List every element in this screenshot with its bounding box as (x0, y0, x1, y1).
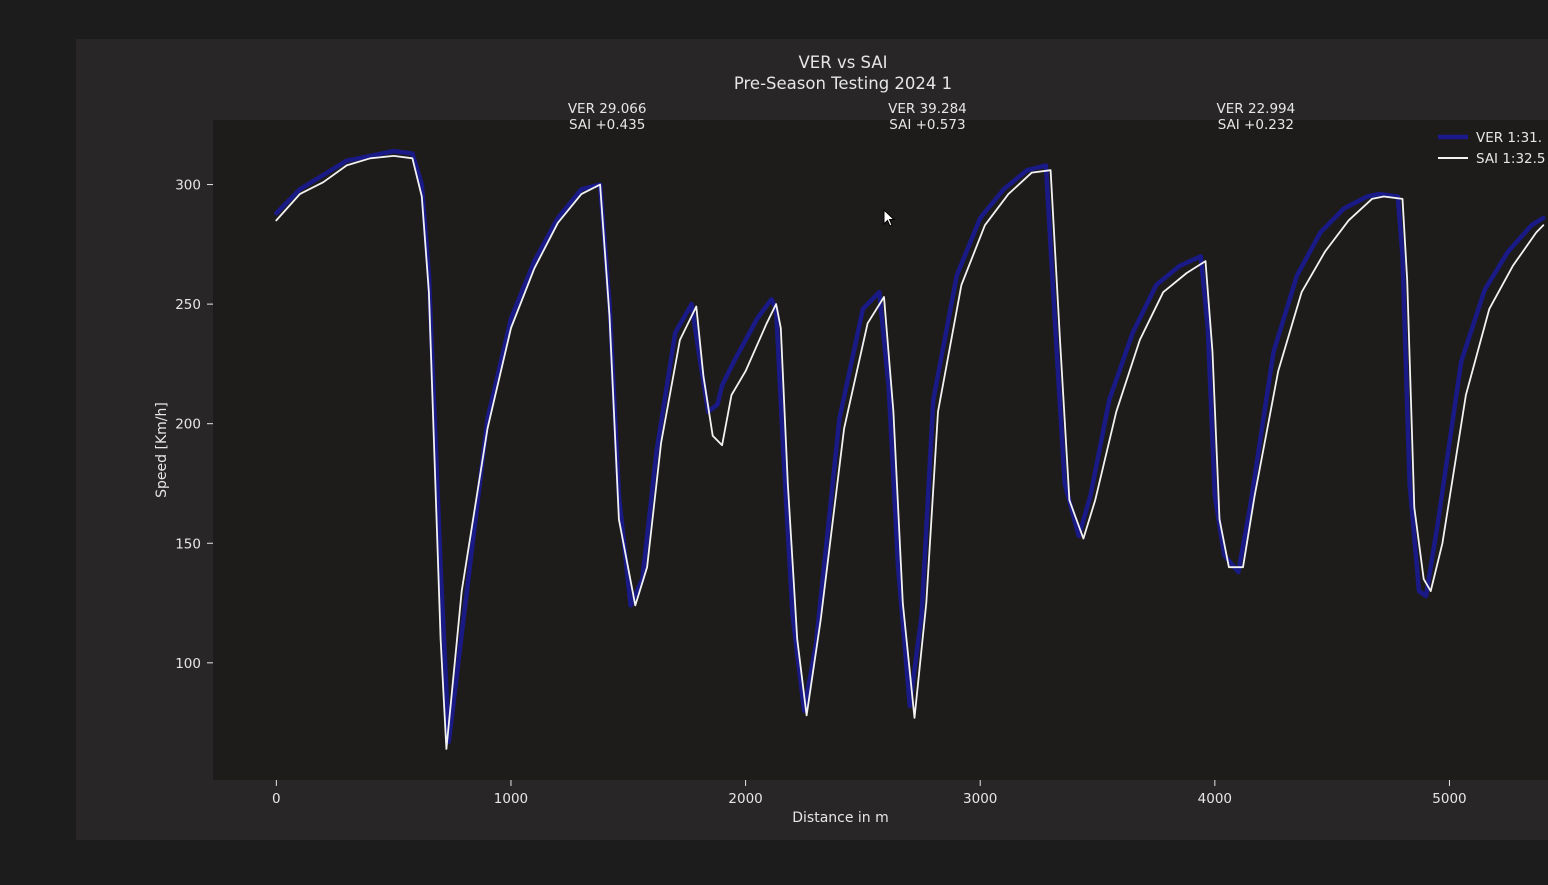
x-tick-label: 5000 (1432, 791, 1466, 807)
x-tick-label: 4000 (1198, 791, 1232, 807)
chart-title: VER vs SAI (799, 53, 888, 72)
y-tick-label: 100 (175, 656, 201, 672)
chart-subtitle: Pre-Season Testing 2024 1 (734, 74, 952, 93)
x-axis-label: Distance in m (792, 810, 889, 826)
sector-annotation-1-line1: VER 29.066 (568, 101, 647, 117)
sector-annotation-3-line2: SAI +0.232 (1218, 117, 1294, 133)
y-tick-label: 300 (175, 178, 201, 194)
sector-annotation-3-line1: VER 22.994 (1217, 101, 1296, 117)
plot-area (213, 120, 1548, 780)
legend-label-ver: VER 1:31. (1476, 130, 1542, 146)
y-tick-label: 250 (175, 297, 201, 313)
sector-annotation-2-line2: SAI +0.573 (889, 117, 965, 133)
sector-annotation-2-line1: VER 39.284 (888, 101, 967, 117)
x-tick-label: 3000 (963, 791, 997, 807)
x-tick-label: 1000 (494, 791, 528, 807)
mouse-cursor-icon (883, 209, 896, 227)
x-tick-label: 0 (272, 791, 281, 807)
sector-annotation-1-line2: SAI +0.435 (569, 117, 645, 133)
y-tick-label: 200 (175, 417, 201, 433)
speed-chart: VER vs SAI Pre-Season Testing 2024 1 100 15… (154, 53, 1548, 826)
series-line-ver (274, 148, 1546, 744)
x-tick-label: 2000 (728, 791, 762, 807)
series-line-sai (275, 155, 1545, 750)
y-axis-label: Speed [Km/h] (154, 402, 170, 498)
y-tick-label: 150 (175, 536, 201, 552)
chart-figure: VER vs SAI Pre-Season Testing 2024 1 100 15… (76, 39, 1548, 840)
legend-label-sai: SAI 1:32.5 (1476, 151, 1546, 167)
